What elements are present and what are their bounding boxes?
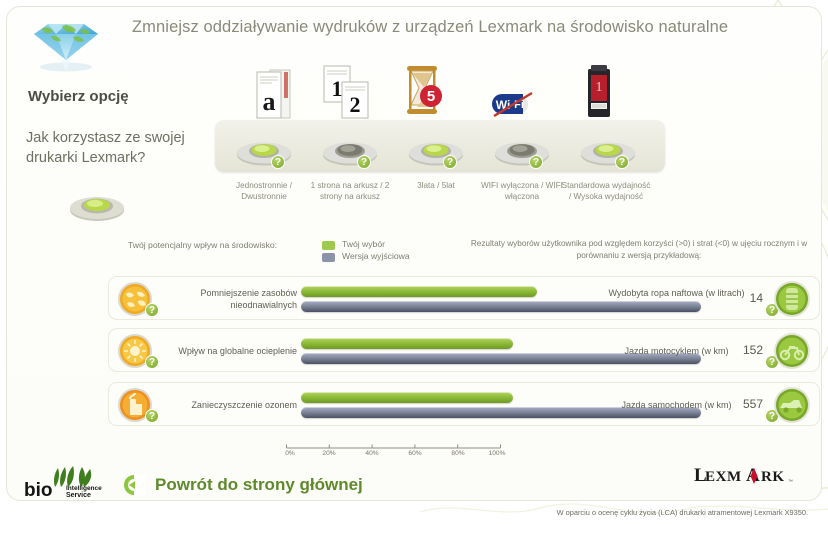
option-label-2: 1 strona na arkusz / 2 strony na arkusz — [310, 181, 390, 201]
chart-x-axis — [286, 444, 501, 449]
legend-swatch-your-choice — [322, 241, 335, 250]
oil-barrel-icon — [774, 281, 810, 317]
option-label-3: 3lata / 5lat — [417, 181, 455, 190]
green-lamp-icon — [70, 197, 124, 221]
bar-your-choice-2 — [301, 338, 513, 349]
hourglass-5-icon: 5 — [407, 66, 442, 114]
svg-text:RK: RK — [761, 469, 785, 485]
svg-text:™: ™ — [788, 479, 793, 485]
bio-logo-text: bio — [24, 480, 53, 500]
svg-text:1: 1 — [596, 80, 603, 95]
row-category-2: Wpływ na globalne ocieplenie — [178, 346, 297, 356]
legend-title: Twój potencjalny wpływ na środowisko: — [128, 240, 278, 250]
car-icon — [774, 387, 810, 423]
results-note: Rezultaty wyborów użytkownika pod względ… — [470, 239, 808, 260]
x-tick-80: 80% — [451, 450, 465, 457]
row-category-3: Zanieczyszczenie ozonem — [191, 400, 297, 410]
svg-text:EXM: EXM — [705, 469, 742, 485]
row-bars-2 — [301, 335, 701, 367]
svg-text:Fi: Fi — [514, 99, 524, 111]
row-result-help-2[interactable]: ? — [765, 355, 779, 369]
bar-baseline-2 — [301, 353, 701, 364]
option-help-4[interactable]: ? — [529, 155, 543, 169]
row-result-value-1: 14 — [749, 291, 763, 305]
legend-label-baseline: Wersja wyjściowa — [342, 251, 410, 261]
option-help-5[interactable]: ? — [615, 155, 629, 169]
option-label-1: Jednostronnie / Dwustronnie — [236, 181, 292, 201]
pages-1-2-icon: 1 2 — [323, 65, 369, 119]
x-tick-40: 40% — [365, 450, 379, 457]
choose-option-label: Wybierz opcję — [28, 88, 129, 105]
row-help-2[interactable]: ? — [145, 355, 159, 369]
x-tick-60: 60% — [408, 450, 422, 457]
svg-text:Service: Service — [66, 492, 91, 499]
row-category-1: Pomniejszenie zasobów nieodnawialnych — [200, 288, 297, 310]
smokestack-icon — [118, 388, 152, 422]
row-bars-1 — [301, 283, 701, 315]
row-result-value-2: 152 — [742, 343, 763, 357]
svg-text:Intelligence: Intelligence — [66, 485, 102, 492]
home-button-label: Powrót do strony głównej — [155, 475, 363, 494]
svg-text:2: 2 — [350, 92, 361, 117]
page-letter-a-icon: a — [256, 69, 291, 119]
disclaimer-text: W oparciu o ocenę cyklu życia (LCA) druk… — [556, 508, 808, 517]
lexmark-logo: L EXM A RK ™ — [694, 465, 793, 486]
diamond-globe-icon — [34, 24, 98, 72]
page-title: Zmniejsz oddziaływanie wydruków z urządz… — [132, 18, 729, 36]
bar-baseline-1 — [301, 301, 701, 312]
option-help-2[interactable]: ? — [357, 155, 371, 169]
x-tick-100: 100% — [488, 450, 506, 457]
lexmark-logo-text: L — [694, 465, 707, 486]
option-label-4: WIFI wyłączona / WIFI włączona — [481, 181, 563, 201]
sun-icon — [118, 334, 152, 368]
row-result-label-3: Jazda samochodem (w km) — [621, 400, 732, 410]
row-help-1[interactable]: ? — [145, 303, 159, 317]
x-tick-20: 20% — [322, 450, 336, 457]
ink-cartridge-icon: 1 — [588, 65, 610, 117]
svg-text:1: 1 — [332, 76, 343, 101]
home-button[interactable]: Powrót do strony głównej — [122, 472, 363, 498]
x-tick-0: 0% — [285, 450, 295, 457]
bar-your-choice-1 — [301, 286, 537, 297]
result-row-1: ? Pomniejszenie zasobów nieodnawialnych … — [108, 276, 820, 320]
result-row-3: ? Zanieczyszczenie ozonem Jazda samochod… — [108, 382, 820, 426]
legend-swatch-baseline — [322, 253, 335, 262]
row-result-value-3: 557 — [742, 397, 763, 411]
wifi-off-icon: Wi Fi — [492, 91, 533, 118]
row-result-label-2: Jazda motocyklem (w km) — [624, 346, 729, 356]
result-row-2: ? Wpływ na globalne ocieplenie Jazda mot… — [108, 328, 820, 372]
bar-baseline-3 — [301, 407, 701, 418]
legend-label-your-choice: Twój wybór — [342, 239, 385, 249]
row-help-3[interactable]: ? — [145, 409, 159, 423]
usage-question: Jak korzystasz ze swojej drukarki Lexmar… — [26, 130, 185, 166]
row-bars-3 — [301, 389, 701, 421]
bio-intelligence-service-logo: bio Intelligence Service — [24, 466, 102, 500]
svg-text:5: 5 — [427, 88, 435, 105]
bar-your-choice-3 — [301, 392, 513, 403]
option-help-1[interactable]: ? — [271, 155, 285, 169]
motorcycle-icon — [774, 333, 810, 369]
option-label-5: Standardowa wydajność / Wysoka wydajność — [561, 181, 651, 201]
back-arrow-icon — [124, 474, 145, 496]
globe-icon — [118, 282, 152, 316]
svg-text:a: a — [263, 87, 276, 116]
row-result-label-1: Wydobyta ropa naftowa (w litrach) — [608, 288, 745, 298]
infographic-stage: Zmniejsz oddziaływanie wydruków z urządz… — [6, 0, 828, 517]
option-help-3[interactable]: ? — [443, 155, 457, 169]
